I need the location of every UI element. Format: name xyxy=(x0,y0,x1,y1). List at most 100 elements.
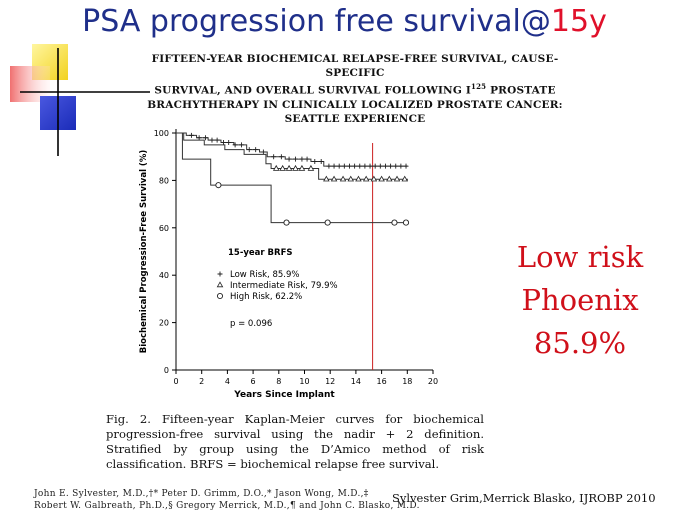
censor-mark xyxy=(203,135,209,141)
censor-mark xyxy=(393,175,401,182)
paper-title-line-3: BRACHYTHERAPY IN CLINICALLY LOCALIZED PR… xyxy=(147,98,563,111)
censor-mark xyxy=(188,132,194,138)
censor-mark xyxy=(239,142,245,148)
callout-line-1: Low risk xyxy=(516,240,644,274)
censor-mark xyxy=(271,154,277,160)
author-line-2: Robert W. Galbreath, Ph.D.,§ Gregory Mer… xyxy=(34,501,420,511)
legend-marker xyxy=(216,281,224,288)
censor-mark xyxy=(246,147,252,153)
legend-marker xyxy=(216,292,224,300)
kaplan-meier-chart: 0 2 4 6 8 10 12 14 16 18 20 0 20 40 60 80 100 Years Since… xyxy=(139,129,438,400)
censor-mark xyxy=(324,219,331,226)
censor-mark xyxy=(232,142,238,148)
paper-title-line-2: SURVIVAL, AND OVERALL SURVIVAL FOLLOWING… xyxy=(154,82,556,97)
censor-mark xyxy=(318,158,324,164)
censor-mark xyxy=(221,139,227,145)
legend-title: 15-year BRFS xyxy=(228,248,293,258)
x-tick-label: 16 xyxy=(377,377,387,386)
x-tick-label: 6 xyxy=(251,377,256,386)
censor-mark xyxy=(286,156,292,162)
censor-mark xyxy=(215,182,222,189)
x-tick-label: 14 xyxy=(351,377,361,386)
censor-mark xyxy=(362,163,368,169)
x-tick-label: 18 xyxy=(402,377,412,386)
paper-title-line-4: SEATTLE EXPERIENCE xyxy=(284,112,426,125)
censor-mark xyxy=(362,175,370,182)
censor-mark xyxy=(279,164,286,171)
slide-title-main: PSA progression free survival@ xyxy=(82,4,551,39)
censor-mark xyxy=(388,163,394,169)
y-tick-label: 0 xyxy=(164,366,169,375)
censor-mark xyxy=(372,163,378,169)
censor-mark xyxy=(285,164,293,171)
y-tick-label: 80 xyxy=(159,176,169,185)
decorative-squares-graphic xyxy=(10,44,150,156)
censor-mark xyxy=(292,164,299,171)
censor-mark xyxy=(401,175,409,182)
censor-mark xyxy=(298,164,306,171)
y-axis-title: Biochemical Progression-Free Survival (%… xyxy=(139,150,149,354)
censor-mark xyxy=(341,163,347,169)
censor-mark xyxy=(339,175,347,182)
censor-mark xyxy=(278,154,284,160)
callout-line-2: Phoenix xyxy=(521,283,639,317)
censor-mark xyxy=(355,175,362,182)
paper-title-line-1: FIFTEEN-YEAR BIOCHEMICAL RELAPSE-FREE SU… xyxy=(151,53,559,79)
low-risk-callout: Low risk Phoenix 85.9% xyxy=(505,236,655,365)
censor-mark xyxy=(347,175,355,182)
censor-mark xyxy=(226,139,232,145)
censor-mark xyxy=(378,175,385,182)
censor-mark xyxy=(323,175,330,182)
legend-label: Low Risk, 85.9% xyxy=(230,270,299,280)
censor-mark xyxy=(402,219,410,226)
citation: Sylvester Grim,Merrick Blasko, IJROBP 20… xyxy=(392,491,656,505)
censor-mark xyxy=(391,219,398,226)
survival-curve-2 xyxy=(176,132,408,181)
censor-mark xyxy=(293,156,299,162)
x-axis-title: Years Since Implant xyxy=(233,390,335,400)
figure-caption: Fig. 2. Fifteen-year Kaplan-Meier curves… xyxy=(106,412,484,471)
legend-label: Intermediate Risk, 79.9% xyxy=(230,281,338,291)
censor-mark xyxy=(307,164,315,171)
slide-title-accent: 15y xyxy=(550,4,607,39)
author-line-1: John E. Sylvester, M.D.,†* Peter D. Grim… xyxy=(34,489,369,499)
censor-mark xyxy=(398,163,404,169)
censor-mark xyxy=(393,163,399,169)
y-tick-label: 60 xyxy=(159,224,169,233)
censor-mark xyxy=(352,163,358,169)
x-tick-label: 4 xyxy=(225,377,230,386)
legend-marker xyxy=(217,271,223,277)
y-tick-label: 100 xyxy=(154,129,169,138)
censor-mark xyxy=(370,175,378,182)
paper-title: FIFTEEN-YEAR BIOCHEMICAL RELAPSE-FREE SU… xyxy=(140,52,570,126)
censor-mark xyxy=(377,163,383,169)
author-list: John E. Sylvester, M.D.,†* Peter D. Grim… xyxy=(34,488,420,512)
x-tick-label: 12 xyxy=(325,377,335,386)
slide-title: PSA progression free survival@15y xyxy=(0,4,689,39)
censor-mark xyxy=(283,219,290,226)
censor-mark xyxy=(357,163,363,169)
legend-label: High Risk, 62.2% xyxy=(230,292,302,302)
censor-mark xyxy=(196,135,202,141)
censor-mark xyxy=(382,163,388,169)
survival-curve-3 xyxy=(176,132,408,224)
callout-line-3: 85.9% xyxy=(533,326,627,360)
x-tick-label: 20 xyxy=(428,377,438,386)
censor-mark xyxy=(326,163,332,169)
censor-mark xyxy=(253,147,259,153)
censor-mark xyxy=(367,163,373,169)
x-tick-label: 0 xyxy=(173,377,178,386)
censor-mark xyxy=(386,175,393,182)
x-tick-label: 2 xyxy=(199,377,204,386)
censor-mark xyxy=(331,163,337,169)
y-tick-label: 40 xyxy=(159,271,169,280)
censor-mark xyxy=(304,156,310,162)
censor-mark xyxy=(336,163,342,169)
survival-curve-1 xyxy=(176,132,408,167)
censor-mark xyxy=(214,137,220,143)
censor-mark xyxy=(209,137,215,143)
censor-mark xyxy=(403,163,409,169)
censor-mark xyxy=(330,175,338,182)
x-tick-label: 8 xyxy=(276,377,281,386)
censor-mark xyxy=(346,163,352,169)
